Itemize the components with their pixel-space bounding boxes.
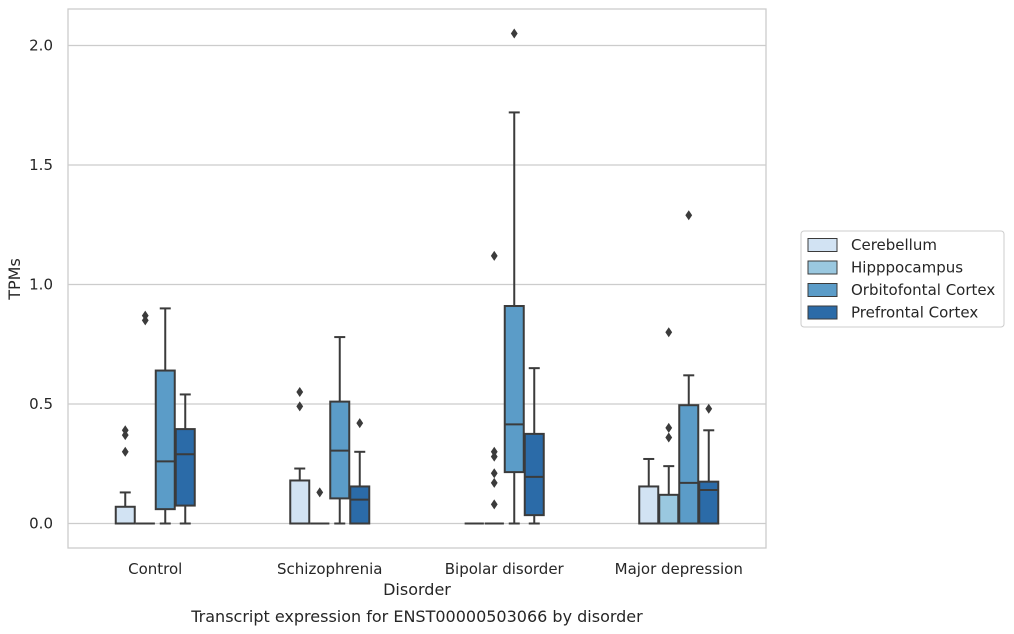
outlier-point	[296, 387, 304, 398]
legend-swatch	[807, 238, 838, 252]
box-cerebellum	[638, 457, 660, 525]
box-orbitofontal-cortex	[154, 307, 176, 525]
outlier-point	[510, 28, 518, 39]
box-prefrontal-cortex	[349, 418, 371, 525]
box-body	[678, 404, 700, 525]
x-tick-label: Schizophrenia	[277, 560, 382, 578]
box-body	[638, 485, 660, 525]
legend-label: Cerebellum	[851, 236, 937, 254]
box-body	[154, 369, 176, 511]
y-tick-label: 1.0	[29, 276, 53, 294]
outlier-point	[490, 468, 498, 479]
x-tick-label: Major depression	[615, 560, 743, 578]
outlier-point	[665, 327, 673, 338]
legend-label: Orbitofontal Cortex	[851, 281, 995, 299]
legend: Cerebellum Hipppocampus Orbitofontal Corte…	[800, 230, 1005, 328]
box-hipppocampus	[658, 327, 680, 525]
box-body	[114, 505, 136, 525]
outlier-point	[685, 210, 693, 221]
y-tick-label: 0.5	[29, 395, 53, 413]
outlier-point	[141, 310, 149, 321]
y-tick-label: 2.0	[29, 37, 53, 55]
box-prefrontal-cortex	[523, 367, 545, 525]
box-cerebellum	[114, 425, 136, 525]
outlier-point	[296, 401, 304, 412]
chart-caption: Transcript expression for ENST0000050306…	[190, 607, 643, 626]
x-axis-label: Disorder	[383, 580, 451, 599]
legend-label: Hipppocampus	[851, 259, 963, 277]
box-cerebellum	[289, 387, 311, 525]
outlier-point	[356, 418, 364, 429]
box-hipppocampus	[135, 310, 155, 525]
outlier-point	[490, 477, 498, 488]
legend-label: Prefrontal Cortex	[851, 304, 978, 322]
box-body	[349, 485, 371, 525]
outlier-point	[490, 499, 498, 510]
box-hipppocampus	[484, 250, 504, 525]
legend-swatch	[807, 260, 838, 275]
plot-frame	[67, 8, 767, 549]
box-orbitofontal-cortex	[329, 336, 351, 525]
box-body	[523, 432, 545, 517]
outlier-point	[490, 446, 498, 457]
y-tick-labels: 0.0 0.5 1.0 1.5 2.0	[29, 37, 53, 533]
x-tick-label: Bipolar disorder	[445, 560, 565, 578]
box-body	[503, 305, 525, 474]
box-prefrontal-cortex	[174, 393, 196, 525]
outlier-point	[316, 487, 324, 498]
outlier-point	[665, 422, 673, 433]
legend-frame	[800, 230, 1005, 328]
legend-swatch	[807, 283, 838, 297]
outlier-point	[121, 446, 129, 457]
box-body	[698, 480, 720, 525]
y-tick-label: 1.5	[29, 156, 53, 174]
outlier-point	[705, 403, 713, 414]
legend-swatch	[807, 305, 838, 320]
boxes	[114, 28, 720, 525]
box-body	[658, 493, 680, 525]
box-prefrontal-cortex	[698, 403, 720, 525]
outlier-point	[665, 432, 673, 443]
box-body	[174, 428, 196, 507]
box-orbitofontal-cortex	[503, 28, 525, 525]
x-tick-labels: Control Schizophrenia Bipolar disorder Majo…	[128, 560, 743, 578]
x-tick-label: Control	[128, 560, 182, 578]
y-axis-label: TPMs	[5, 258, 24, 301]
box-orbitofontal-cortex	[678, 210, 700, 525]
box-body	[289, 479, 311, 525]
y-tick-label: 0.0	[29, 515, 53, 533]
box-hipppocampus	[310, 487, 330, 525]
outlier-point	[121, 425, 129, 436]
outlier-point	[490, 250, 498, 261]
